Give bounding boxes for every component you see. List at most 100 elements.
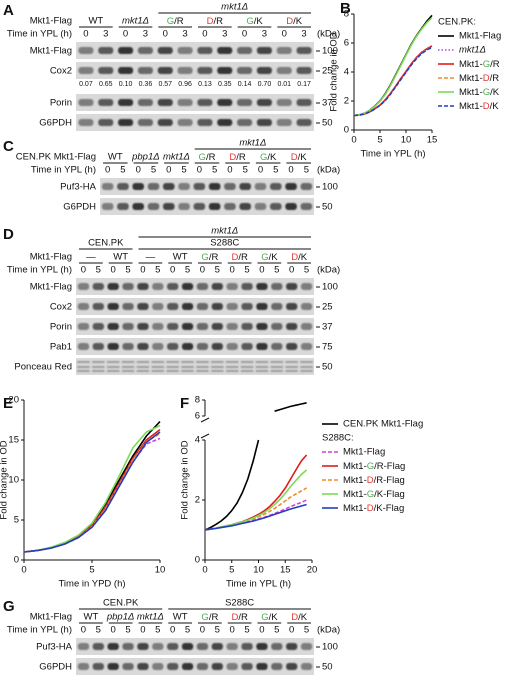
kda-label: 50 [322,662,333,673]
time-label: 0 [81,265,86,276]
blot [100,178,314,195]
time-label: 0 [230,625,235,636]
group-label: G/R [199,152,216,163]
band [147,203,160,210]
bands [77,303,313,310]
band [122,343,134,350]
time-label: 0 [163,29,168,40]
band [286,343,298,350]
strain-title: S288C [210,238,239,249]
group-label: WT [173,612,188,623]
panel-label: B [340,0,351,17]
band [197,67,213,74]
band [296,119,312,126]
y-tick-label: 8 [195,395,200,406]
band [167,303,179,310]
stain-band [285,366,298,368]
band [181,663,194,670]
group-label: G/K [261,612,278,623]
y-tick-label: 4 [344,67,349,78]
band [286,323,298,330]
band [211,303,223,310]
band [211,323,223,330]
band [132,183,145,190]
time-label: 5 [120,165,125,176]
unit-label: (kDa) [317,625,340,636]
bands [78,67,312,74]
band [217,99,233,106]
panel-label: E [3,395,13,412]
stain-band [300,370,313,372]
time-label: 3 [103,29,108,40]
strain-title: mkt1Δ [239,138,266,149]
y-tick-label: 6 [344,38,349,49]
blot-label: Ponceau Red [14,362,72,373]
blot-label: Porin [50,98,72,109]
series-line [204,503,307,531]
band [217,67,233,74]
strain-title: mkt1Δ [211,226,238,237]
bands [101,183,313,190]
band [157,47,173,54]
x-tick-label: 10 [401,135,412,146]
band [271,663,283,670]
stain-band [211,370,224,372]
band [122,663,134,670]
group-label: G/R [167,16,184,27]
x-axis-label: Time in YPD (h) [58,579,125,590]
strain-title: CEN.PK [88,238,124,249]
series-line [353,17,433,117]
stain-band [121,366,135,368]
kda-label: 50 [322,202,333,213]
band [269,183,282,190]
group-label: WT [108,152,123,163]
band [167,323,179,330]
time-label: 5 [273,165,278,176]
band [256,343,268,350]
band [177,67,193,74]
series-line [23,437,161,553]
stain-band [270,361,284,363]
band [276,67,292,74]
series-line [204,454,308,531]
band [181,343,194,350]
band [241,663,253,670]
y-tick-label: 0 [14,555,19,566]
time-label: 3 [182,29,187,40]
time-label: 0 [197,165,202,176]
band [77,283,90,290]
band [181,323,194,330]
band [157,67,173,74]
y-tick-label: 6 [195,411,200,422]
row-label: Mkt1-Flag [30,252,72,263]
bands [78,99,312,106]
stain-band [77,366,90,368]
group-label: D/K [291,252,308,263]
band [92,643,104,650]
band [137,663,149,670]
band [197,119,213,126]
time-label: 0 [289,625,294,636]
band [177,119,193,126]
band [162,183,175,190]
strain-title: mkt1Δ [221,2,248,13]
legend-label: Mkt1-Flag [343,447,385,458]
time-label: 3 [301,29,306,40]
blot [76,62,314,79]
time-label: 5 [304,265,309,276]
time-label: 0 [140,625,145,636]
band [101,203,114,210]
row-label: Time in YPL (h) [7,29,72,40]
y-tick-label: 20 [8,395,19,406]
stain-band [300,366,313,368]
band [300,203,313,210]
group-label: D/R [231,612,248,623]
row-label: Mkt1-Flag [30,612,72,623]
bands [77,323,313,330]
row-label: Time in YPL (h) [7,625,72,636]
band [107,343,119,350]
band [226,663,238,670]
panel-label: D [3,226,14,243]
time-label: 0 [83,29,88,40]
y-tick-label: 0 [344,125,349,136]
